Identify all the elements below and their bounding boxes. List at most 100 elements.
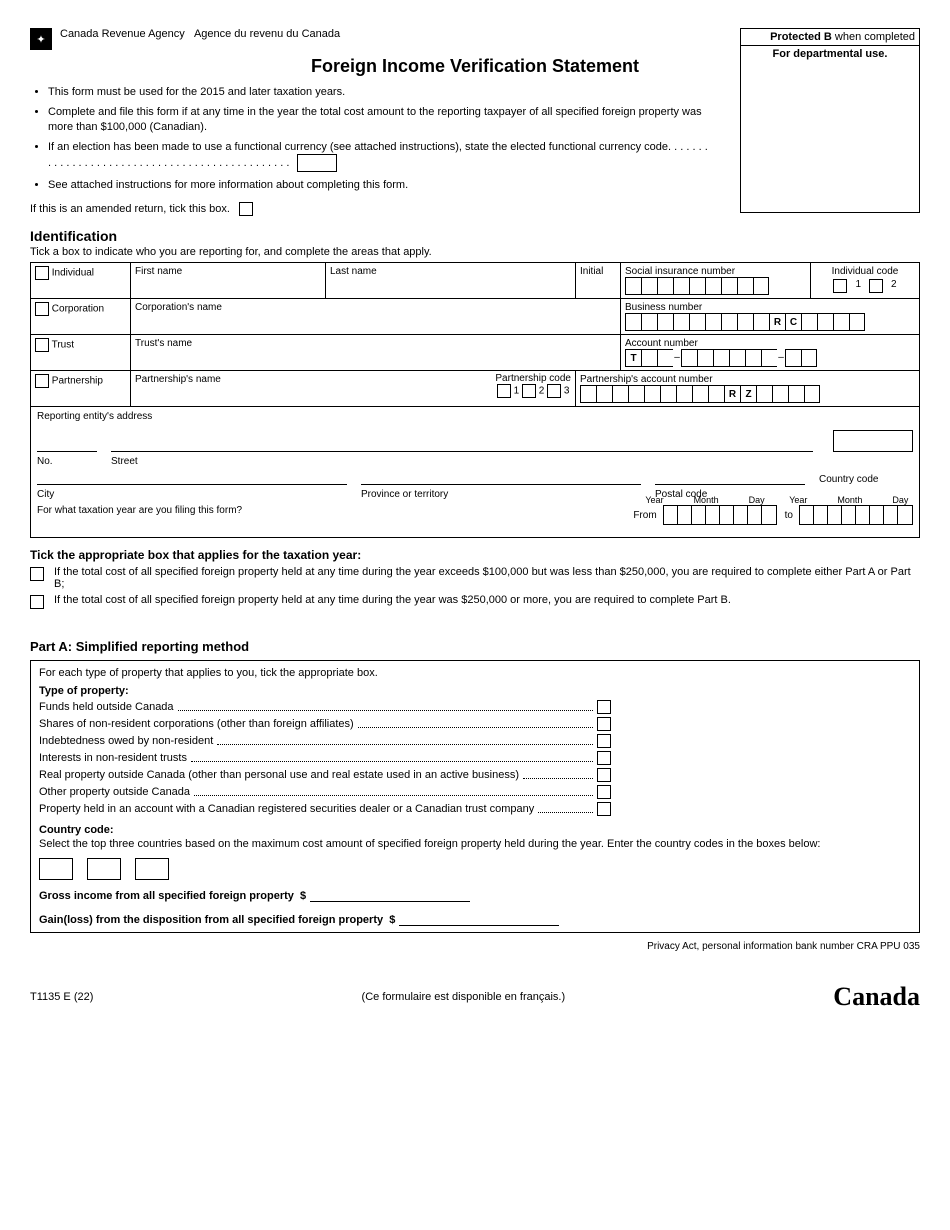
prop-4-checkbox[interactable] — [597, 751, 611, 765]
parta-intro: For each type of property that applies t… — [39, 667, 911, 679]
cc-box-3[interactable] — [135, 858, 169, 880]
prop-2: Shares of non-resident corporations (oth… — [39, 718, 354, 730]
bullet-1: This form must be used for the 2015 and … — [48, 85, 710, 99]
partname-label: Partnership's name — [135, 374, 221, 385]
prop-3: Indebtedness owed by non-resident — [39, 735, 213, 747]
prop-5-checkbox[interactable] — [597, 768, 611, 782]
prop-6: Other property outside Canada — [39, 786, 190, 798]
trust-acct-input[interactable]: T–– — [625, 349, 915, 367]
sin-label: Social insurance number — [625, 266, 735, 277]
prov-label: Province or territory — [361, 489, 448, 500]
parta-type: Type of property: — [39, 685, 911, 697]
to-label: to — [785, 510, 793, 521]
postal-input[interactable]: Postal code — [655, 483, 805, 485]
partcode-1-checkbox[interactable] — [497, 384, 511, 398]
prop-6-checkbox[interactable] — [597, 785, 611, 799]
prop-3-checkbox[interactable] — [597, 734, 611, 748]
partcode-3-checkbox[interactable] — [547, 384, 561, 398]
taxyear-question: For what taxation year are you filing th… — [37, 505, 337, 516]
prop-1: Funds held outside Canada — [39, 701, 174, 713]
partnership-label: Partnership — [52, 376, 103, 387]
indcode-2-checkbox[interactable] — [869, 279, 883, 293]
last-name-label: Last name — [330, 266, 377, 277]
gain-loss-input[interactable] — [399, 912, 559, 926]
tick-2-text: If the total cost of all specified forei… — [54, 594, 731, 609]
corpname-label: Corporation's name — [135, 302, 222, 313]
agency-fr-1: Agence du revenu du Canada — [194, 28, 340, 40]
cc-box-2[interactable] — [87, 858, 121, 880]
bullet-3: If an election has been made to use a fu… — [48, 140, 710, 172]
city-input[interactable]: City — [37, 483, 347, 485]
from-label: From — [633, 510, 656, 521]
indcode-2: 2 — [891, 279, 897, 293]
amended-checkbox[interactable] — [239, 202, 253, 216]
cc-heading: Country code: — [39, 824, 911, 836]
instruction-bullets: This form must be used for the 2015 and … — [30, 85, 710, 192]
to-date-input[interactable] — [799, 505, 913, 525]
form-number: T1135 E (22) — [30, 991, 93, 1003]
prop-2-checkbox[interactable] — [597, 717, 611, 731]
individual-checkbox[interactable] — [35, 266, 49, 280]
prov-input[interactable]: Province or territory — [361, 483, 641, 485]
gain-dollar: $ — [389, 914, 395, 926]
corporation-label: Corporation — [52, 304, 104, 315]
indcode-1-checkbox[interactable] — [833, 279, 847, 293]
postal-label: Postal code — [655, 489, 707, 500]
tick-1-checkbox[interactable] — [30, 567, 44, 581]
prop-4: Interests in non-resident trusts — [39, 752, 187, 764]
gross-income-input[interactable] — [310, 888, 470, 902]
addr-label: Reporting entity's address — [37, 411, 152, 422]
busnum-input[interactable]: RC — [625, 313, 915, 331]
individual-label: Individual — [52, 268, 94, 279]
addr-street-input[interactable]: Street — [111, 450, 813, 452]
prop-7-checkbox[interactable] — [597, 802, 611, 816]
parta-heading: Part A: Simplified reporting method — [30, 639, 920, 654]
prop-5: Real property outside Canada (other than… — [39, 769, 519, 781]
cc-box-1[interactable] — [39, 858, 73, 880]
french-note: (Ce formulaire est disponible en françai… — [362, 991, 566, 1003]
city-label: City — [37, 489, 54, 500]
cra-flag-icon: ✦ — [30, 28, 52, 50]
privacy-note: Privacy Act, personal information bank n… — [30, 941, 920, 952]
protected-suffix: when completed — [832, 31, 915, 43]
prop-1-checkbox[interactable] — [597, 700, 611, 714]
tick-heading: Tick the appropriate box that applies fo… — [30, 548, 920, 562]
canada-wordmark: Canada — [833, 982, 920, 1012]
country-code-label: Country code — [819, 474, 878, 485]
addr-no-label: No. — [37, 456, 53, 467]
protected-label: Protected B — [770, 31, 832, 43]
agency-en-1: Canada Revenue Agency — [60, 28, 185, 40]
identification-heading: Identification — [30, 228, 920, 244]
acctnum-label: Account number — [625, 338, 698, 349]
trust-label: Trust — [52, 340, 74, 351]
partacct-label: Partnership's account number — [580, 374, 713, 385]
tick-2-checkbox[interactable] — [30, 595, 44, 609]
gain-label: Gain(loss) from the disposition from all… — [39, 914, 383, 926]
addr-no-input[interactable]: No. — [37, 450, 97, 452]
bullet-2: Complete and file this form if at any ti… — [48, 105, 710, 134]
from-date-input[interactable] — [663, 505, 777, 525]
protected-box: Protected B when completed For departmen… — [740, 28, 920, 213]
cc-sub: Select the top three countries based on … — [39, 838, 911, 850]
trustname-label: Trust's name — [135, 338, 192, 349]
addr-street-label: Street — [111, 456, 138, 467]
trust-checkbox[interactable] — [35, 338, 49, 352]
initial-label: Initial — [580, 266, 603, 277]
indcode-1: 1 — [855, 279, 861, 293]
partacct-input[interactable]: RZ — [580, 385, 915, 403]
indcode-label: Individual code — [832, 266, 899, 277]
country-code-box[interactable] — [833, 430, 913, 452]
partcode-label: Partnership code — [495, 373, 571, 384]
bullet-4: See attached instructions for more infor… — [48, 178, 710, 192]
gross-dollar: $ — [300, 890, 306, 902]
busnum-label: Business number — [625, 302, 702, 313]
currency-code-input[interactable] — [297, 154, 337, 172]
sin-input[interactable] — [625, 277, 806, 295]
corporation-checkbox[interactable] — [35, 302, 49, 316]
identification-sub: Tick a box to indicate who you are repor… — [30, 246, 920, 258]
partcode-2-checkbox[interactable] — [522, 384, 536, 398]
tick-1-text: If the total cost of all specified forei… — [54, 566, 920, 590]
identification-table: Individual First name Last name Initial … — [30, 262, 920, 538]
dept-use-label: For departmental use. — [741, 46, 919, 62]
partnership-checkbox[interactable] — [35, 374, 49, 388]
